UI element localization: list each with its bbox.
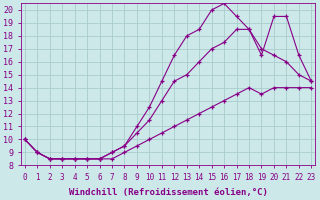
X-axis label: Windchill (Refroidissement éolien,°C): Windchill (Refroidissement éolien,°C) bbox=[69, 188, 268, 197]
